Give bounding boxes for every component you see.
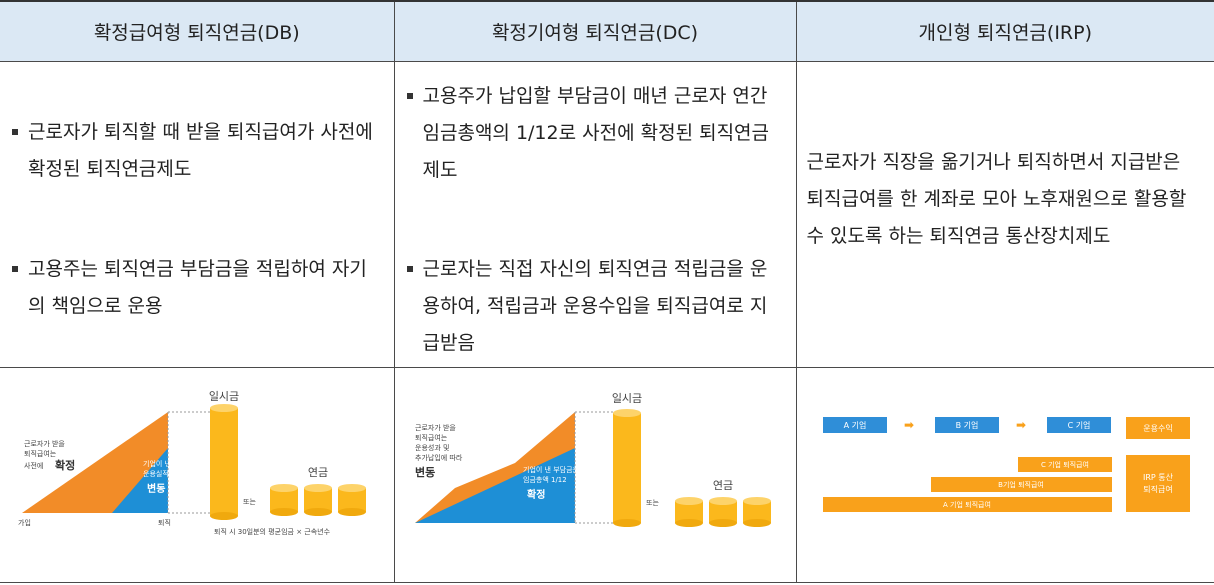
- header-row: 확정급여형 퇴직연금(DB) 확정기여형 퇴직연금(DC) 개인형 퇴직연금(I…: [0, 0, 1214, 62]
- irp-bar-b-label: B기업 퇴직급여: [998, 480, 1044, 489]
- db-blue-area: [112, 448, 168, 513]
- irp-company-c-box: [1046, 417, 1111, 433]
- db-description-cell: 근로자가 퇴직할 때 받을 퇴직급여가 사전에 확정된 퇴직연금제도 고용주는 …: [0, 61, 395, 368]
- db-left-note-3: 사전에: [24, 461, 43, 470]
- irp-total-box: [1125, 455, 1190, 512]
- db-left-note-strong: 확정: [55, 458, 75, 472]
- db-lump-sum-bottom: [210, 512, 238, 520]
- dc-diagram: 일시금 연금 또는 근로자가 받을 퇴직급여는 운용성과 및 추가납입에 따라 …: [414, 391, 771, 527]
- irp-bar-c: [1017, 457, 1112, 472]
- db-retire-label: 퇴직: [158, 518, 171, 527]
- irp-arrow-2: ➡: [1015, 418, 1025, 432]
- dc-or-label: 또는: [646, 499, 659, 507]
- dc-lump-sum-label: 일시금: [611, 391, 641, 405]
- dc-lump-sum-stack: [612, 413, 641, 523]
- irp-figure-cell: A 기업 ➡ B 기업 ➡ C 기업 운용수익 C 기업 퇴직급여 B기업 퇴직…: [795, 367, 1214, 583]
- db-blue-note-strong: 변동: [147, 482, 165, 495]
- dc-pension-coins: [674, 497, 771, 527]
- db-figure-cell: 일시금 연금 또는 근로자가 받을 퇴직급여는 사전에 확정 기업이 낸 부담금…: [0, 367, 395, 583]
- db-diagram: 일시금 연금 또는 근로자가 받을 퇴직급여는 사전에 확정 기업이 낸 부담금…: [18, 389, 366, 536]
- irp-arrow-1: ➡: [903, 418, 913, 432]
- header-dc: 확정기여형 퇴직연금(DC): [393, 0, 797, 62]
- irp-income-label: 운용수익: [1143, 423, 1172, 433]
- db-lump-sum-stack: [210, 408, 238, 516]
- db-blue-note-1: 기업이 낸 부담금은: [143, 459, 200, 468]
- irp-income-box: [1125, 417, 1190, 439]
- db-pension-label: 연금: [308, 466, 328, 479]
- db-lump-sum-top: [210, 404, 238, 412]
- db-formula-label: 퇴직 시 30일분의 평균임금 × 근속년수: [214, 527, 331, 536]
- dc-pension-label: 연금: [712, 479, 732, 492]
- dc-lump-sum-top: [612, 409, 641, 417]
- db-orange-area: [22, 412, 168, 513]
- dc-bullet-1: 고용주가 납입할 부담금이 매년 근로자 연간 임금총액의 1/12로 사전에 …: [406, 78, 782, 189]
- irp-description-cell: 근로자가 직장을 옮기거나 퇴직하면서 지급받은 퇴직급여를 한 계좌로 모아 …: [795, 61, 1214, 368]
- irp-bar-a: [822, 497, 1112, 512]
- irp-total-label-2: 퇴직급여: [1143, 484, 1172, 494]
- description-row: 근로자가 퇴직할 때 받을 퇴직급여가 사전에 확정된 퇴직연금제도 고용주는 …: [0, 61, 1214, 368]
- dc-blue-note-1: 기업이 낸 부담금은: [523, 465, 580, 474]
- db-left-note-2: 퇴직급여는: [24, 449, 57, 458]
- dc-blue-area: [414, 448, 575, 523]
- irp-company-b-box: [934, 417, 999, 433]
- irp-bar-a-label: A 기업 퇴직급여: [943, 500, 991, 509]
- irp-company-c-label: C 기업: [1067, 421, 1090, 430]
- dc-bullet-2: 근로자는 직접 자신의 퇴직연금 적립금을 운용하여, 적립금과 운용수입을 퇴…: [406, 251, 782, 362]
- irp-bar-c-label: C 기업 퇴직급여: [1041, 460, 1089, 469]
- dc-orange-note-4: 추가납입에 따라: [415, 453, 463, 462]
- irp-company-a-label: A 기업: [843, 421, 866, 430]
- db-left-note-1: 근로자가 받을: [24, 439, 65, 448]
- dc-figure-cell: 일시금 연금 또는 근로자가 받을 퇴직급여는 운용성과 및 추가납입에 따라 …: [393, 367, 797, 583]
- dc-orange-note-2: 퇴직급여는: [415, 433, 448, 442]
- header-irp: 개인형 퇴직연금(IRP): [795, 0, 1214, 62]
- db-bullet-2: 고용주는 퇴직연금 부담금을 적립하여 자기의 책임으로 운용: [12, 251, 380, 325]
- db-bullet-1: 근로자가 퇴직할 때 받을 퇴직급여가 사전에 확정된 퇴직연금제도: [12, 114, 380, 188]
- dc-orange-note-1: 근로자가 받을: [415, 423, 456, 432]
- figure-row: 일시금 연금 또는 근로자가 받을 퇴직급여는 사전에 확정 기업이 낸 부담금…: [0, 367, 1214, 583]
- db-blue-note-2: 운용실적에 따라: [143, 469, 191, 478]
- header-db: 확정급여형 퇴직연금(DB): [0, 0, 395, 62]
- dc-blue-note-2: 임금총액 1/12: [523, 475, 567, 484]
- irp-company-b-label: B 기업: [955, 421, 978, 430]
- db-or-label: 또는: [243, 498, 256, 506]
- irp-total-label-1: IRP 통산: [1142, 472, 1173, 482]
- dc-blue-note-strong: 확정: [527, 488, 545, 501]
- irp-description: 근로자가 직장을 옮기거나 퇴직하면서 지급받은 퇴직급여를 한 계좌로 모아 …: [806, 151, 1187, 247]
- db-lump-sum-label: 일시금: [209, 389, 239, 403]
- db-join-label: 가입: [18, 518, 31, 527]
- dc-orange-note-3: 운용성과 및: [415, 443, 449, 452]
- irp-diagram: A 기업 ➡ B 기업 ➡ C 기업 운용수익 C 기업 퇴직급여 B기업 퇴직…: [822, 417, 1190, 512]
- dc-lump-sum-bottom: [612, 519, 641, 527]
- dc-orange-note-strong: 변동: [415, 465, 435, 479]
- db-pension-coins: [270, 484, 366, 516]
- irp-bar-b: [930, 477, 1112, 492]
- irp-company-a-box: [822, 417, 887, 433]
- dc-description-cell: 고용주가 납입할 부담금이 매년 근로자 연간 임금총액의 1/12로 사전에 …: [393, 61, 797, 368]
